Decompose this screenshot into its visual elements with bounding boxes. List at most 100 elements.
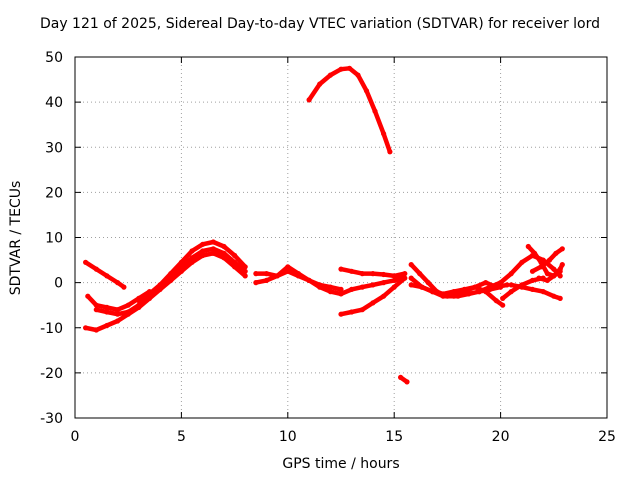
data-point: [317, 81, 323, 87]
data-point: [93, 307, 99, 313]
data-point: [232, 252, 238, 259]
chart-title: Day 121 of 2025, Sidereal Day-to-day VTE…: [39, 16, 601, 32]
grid-lines: [75, 57, 607, 418]
data-point: [104, 304, 110, 310]
data-point: [398, 374, 404, 380]
series-arc-15: [476, 252, 563, 295]
data-point: [189, 255, 195, 261]
data-point: [115, 311, 121, 317]
data-point: [210, 246, 216, 252]
data-point: [327, 72, 333, 78]
data-point: [404, 379, 410, 385]
data-point: [500, 295, 506, 301]
data-point: [274, 273, 280, 279]
axis-ticks: 0 5 10 15 20 25 -30 -20 -10 0 10 20 30 40 50: [40, 50, 616, 445]
data-point: [359, 284, 365, 290]
data-point: [359, 271, 365, 277]
data-point: [451, 293, 457, 299]
data-point: [125, 302, 131, 308]
data-point: [557, 295, 563, 301]
data-point: [546, 257, 553, 263]
data-point: [529, 268, 536, 274]
data-point: [419, 284, 425, 290]
data-point: [104, 273, 110, 279]
data-point: [451, 289, 457, 295]
data-point: [544, 277, 551, 283]
data-point: [551, 266, 557, 272]
data-point: [115, 280, 121, 286]
x-tick-label: 5: [177, 429, 186, 445]
data-point: [461, 286, 467, 292]
data-point: [504, 282, 510, 288]
data-point: [104, 309, 110, 315]
series-arc-20: [500, 275, 546, 301]
data-point: [93, 266, 99, 272]
series-arc-8: [253, 264, 344, 292]
data-point: [363, 88, 370, 94]
data-point: [355, 72, 361, 78]
data-point: [544, 271, 551, 277]
data-point: [559, 262, 565, 268]
data-point: [487, 284, 493, 290]
data-point: [306, 277, 312, 283]
data-point: [493, 298, 499, 304]
data-point: [210, 239, 216, 245]
data-point: [221, 243, 227, 250]
data-point: [540, 275, 546, 281]
data-point: [263, 277, 270, 283]
y-tick-label: 0: [54, 276, 63, 292]
data-point: [529, 286, 536, 292]
data-point: [381, 280, 387, 286]
data-point: [559, 246, 565, 252]
data-point: [359, 307, 365, 313]
data-point: [242, 264, 248, 270]
data-point: [381, 131, 387, 137]
data-point: [327, 289, 333, 295]
y-tick-label: -10: [40, 321, 63, 337]
data-point: [338, 291, 344, 297]
data-point: [115, 307, 121, 313]
data-point: [93, 302, 99, 308]
data-point: [483, 280, 489, 286]
series-line: [306, 66, 393, 155]
series-arc-18: [529, 246, 565, 274]
y-tick-label: 10: [45, 231, 63, 247]
data-point: [285, 264, 291, 270]
data-point: [242, 273, 248, 279]
data-point: [529, 277, 536, 283]
data-point: [532, 250, 538, 256]
data-point: [168, 271, 174, 277]
data-point: [551, 293, 557, 299]
data-point: [349, 286, 355, 292]
data-point: [472, 284, 478, 290]
data-point: [425, 280, 431, 286]
series-arc-3: [83, 250, 248, 333]
data-point: [381, 271, 387, 278]
data-point: [232, 259, 238, 265]
data-point: [338, 266, 344, 272]
series-arc-1: [83, 259, 127, 290]
series-arc-10: [338, 275, 408, 317]
data-point: [387, 149, 393, 155]
data-point: [242, 268, 248, 274]
data-point: [189, 248, 195, 254]
data-point: [508, 289, 514, 295]
y-tick-label: -30: [40, 411, 63, 427]
data-point: [306, 97, 312, 103]
series-line: [83, 251, 248, 333]
x-tick-label: 0: [71, 429, 80, 445]
data-point: [557, 266, 563, 272]
data-point: [519, 259, 525, 265]
data-point: [221, 250, 227, 256]
y-tick-label: -20: [40, 366, 63, 382]
data-point: [121, 284, 127, 290]
data-point: [538, 264, 544, 270]
data-point: [402, 271, 408, 277]
data-point: [498, 280, 504, 286]
series-arc-11: [398, 374, 410, 385]
data-point: [525, 243, 531, 250]
data-point: [157, 282, 163, 288]
data-point: [346, 65, 353, 71]
data-point: [508, 282, 514, 288]
